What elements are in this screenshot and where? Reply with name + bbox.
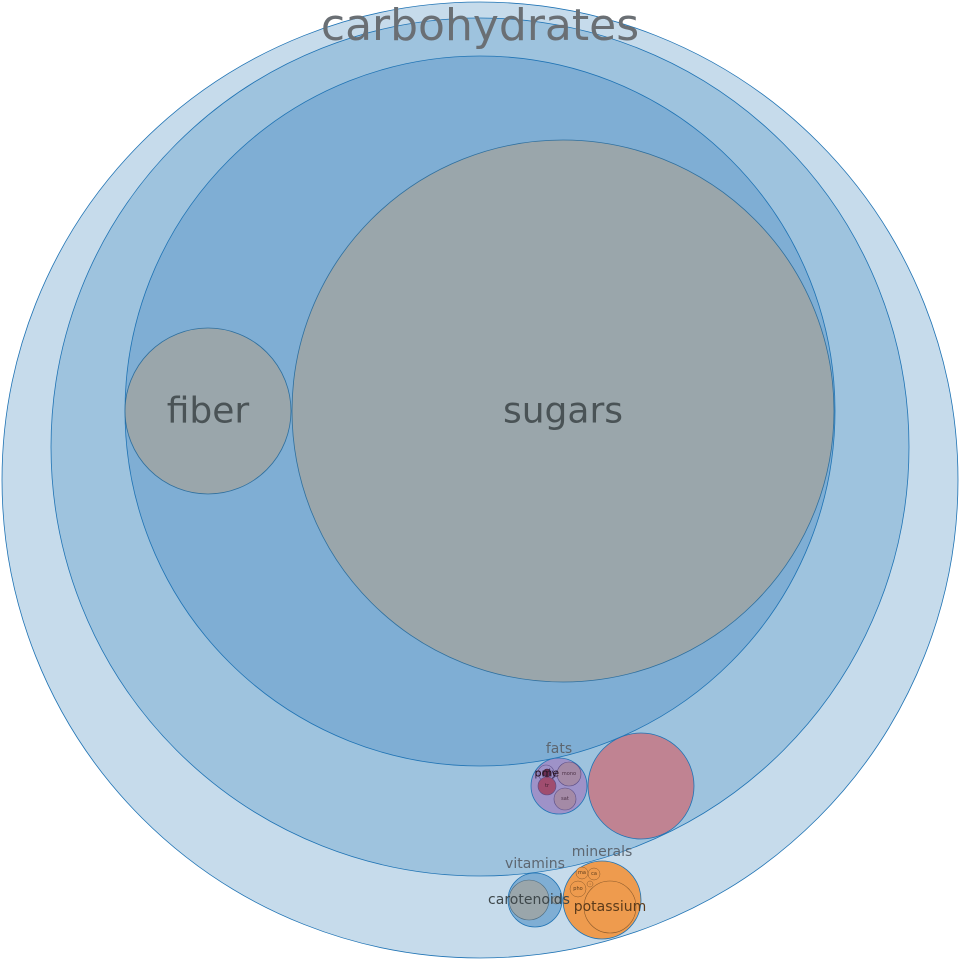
label-poly: poly [534, 767, 558, 780]
label-potassium: potassium [574, 899, 647, 915]
label-mono: mono [562, 771, 576, 777]
label-fiber: fiber [167, 391, 250, 432]
circle-potassium-1-0 [583, 880, 637, 934]
label-tr: tr [545, 783, 550, 789]
circle-i-1-4 [586, 880, 594, 888]
label-sat: sat [561, 796, 569, 802]
circle-mono-0-2-1 [556, 761, 582, 787]
circle-ca-1-3 [587, 867, 601, 881]
circle-carotenoids-2-0 [508, 879, 550, 921]
label-pho: pho [573, 886, 582, 892]
label-carbohydrates: carbohydrates [321, 0, 639, 51]
circle-ome-0-2-4 [542, 768, 552, 778]
label-vitamins: vitamins [505, 856, 565, 872]
label-macronutrients: macronutrients [312, 0, 649, 3]
circle-unnamed-0-1 [587, 732, 695, 840]
circle-pho-1-1 [569, 880, 587, 898]
circle-c-2-1 [551, 895, 561, 905]
label-i: i [590, 882, 591, 886]
label-ca: ca [591, 871, 597, 877]
label-carotenoids: carotenoids [488, 892, 570, 908]
label-ome: ome [535, 767, 559, 780]
label-sugars: sugars [503, 391, 623, 432]
circle-sugars-0-0-0-0 [291, 139, 835, 683]
label-ma: ma [578, 870, 586, 876]
label-minerals: minerals [572, 844, 633, 860]
label-fats: fats [546, 741, 572, 757]
circle-fiber-0-0-0-1 [124, 327, 292, 495]
circle-sat-0-2-2 [553, 787, 577, 811]
